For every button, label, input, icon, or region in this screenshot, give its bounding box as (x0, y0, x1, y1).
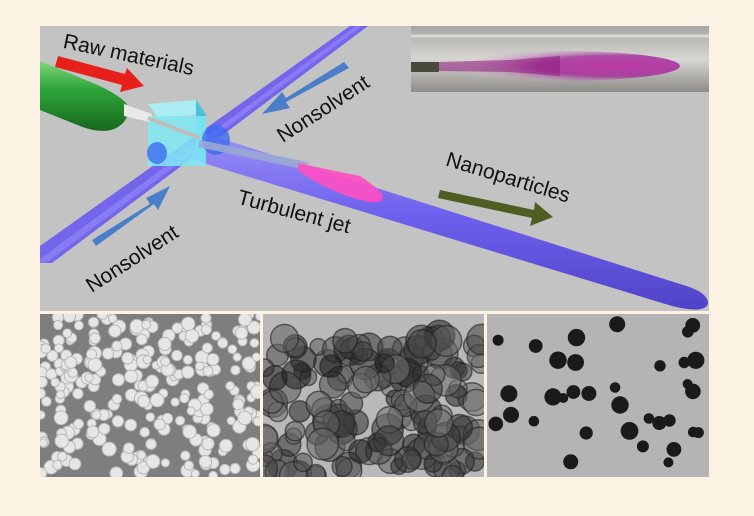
inner-capillary (198, 140, 308, 170)
tem-image-aggregates (263, 314, 484, 477)
nonsolvent-arrow-top (262, 62, 349, 114)
sem-image-spheres (40, 314, 260, 477)
inset-photo (411, 26, 709, 92)
microfluidic-schematic (40, 26, 709, 311)
raw-material-injector (40, 61, 201, 140)
turbulent-jet-plume (298, 163, 383, 203)
nanoparticles-arrow (438, 190, 553, 226)
mixing-block (147, 100, 230, 166)
raw-materials-arrow (55, 56, 144, 92)
nonsolvent-arrow-bottom (92, 186, 170, 246)
tem-image-dispersed-particles (487, 314, 709, 477)
figure: Raw materials Nonsolvent Nonsolvent Turb… (40, 26, 709, 477)
